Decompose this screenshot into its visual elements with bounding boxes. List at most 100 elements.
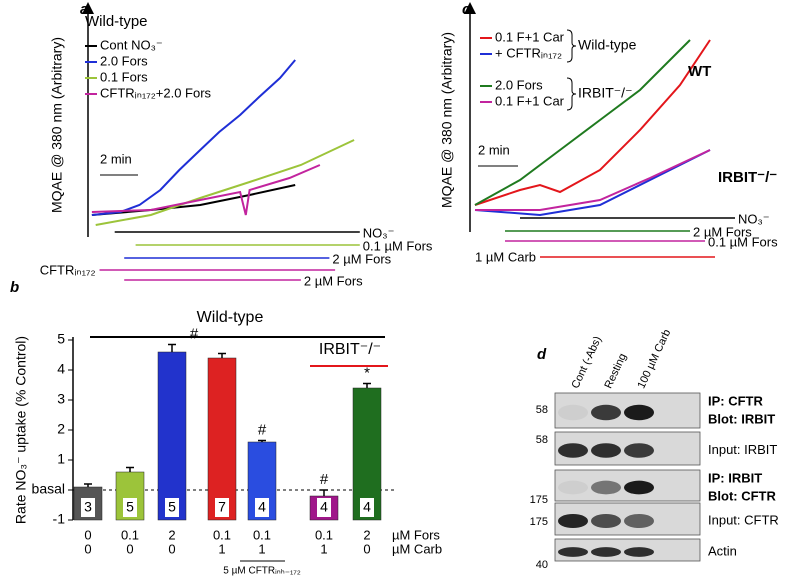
x-tick-label: 2 — [168, 527, 175, 542]
mw-marker: 175 — [530, 516, 548, 528]
row-label: µM Fors — [392, 527, 440, 542]
treatment-label: 0.1 µM Fors — [708, 234, 778, 249]
trace — [95, 139, 355, 226]
panel-letter: d — [537, 346, 547, 363]
n-box — [165, 498, 179, 517]
panel-letter: b — [10, 279, 19, 296]
blot-band — [558, 547, 588, 557]
blot-band — [558, 480, 588, 495]
y-tick-label: -1 — [53, 511, 66, 527]
scale-bar-label: 2 min — [478, 142, 510, 157]
column-label: Cont (-Abs) — [569, 334, 604, 390]
n-label: 7 — [218, 499, 226, 515]
x-tick-label: 1 — [320, 541, 327, 556]
blot-band — [591, 513, 621, 529]
blot-row-label: Input: CFTR — [708, 512, 779, 527]
treatment-label: 1 µM Carb — [475, 249, 536, 264]
n-box — [317, 498, 331, 517]
n-label: 5 — [168, 499, 176, 515]
error-bar — [126, 466, 134, 472]
x-tick-label: 0 — [84, 541, 91, 556]
legend-label: CFTRᵢₙ₁₇₂+2.0 Fors — [100, 85, 212, 100]
trace — [474, 39, 691, 206]
legend-label: Cont NO₃⁻ — [100, 37, 163, 52]
treatment-label: CFTRᵢₙ₁₇₂ — [40, 262, 96, 277]
y-tick-label: 4 — [57, 361, 65, 377]
blot-row-label: Blot: IRBIT — [708, 411, 775, 426]
legend-bracket — [566, 77, 577, 111]
error-bar — [168, 343, 176, 352]
trace — [474, 149, 711, 217]
blot-band — [558, 443, 588, 458]
x-tick-label: 0 — [168, 541, 175, 556]
blot-row-label: IP: CFTR — [708, 393, 763, 408]
n-box — [255, 498, 269, 517]
bar — [207, 357, 237, 521]
x-tick-label: 0.1 — [315, 527, 333, 542]
y-axis-label: MQAE @ 380 nm (Arbitrary) — [49, 37, 65, 213]
x-tick-label: 0.1 — [253, 527, 271, 542]
n-label: 5 — [126, 499, 134, 515]
column-label: 100 µM Carb — [635, 328, 673, 391]
treatment-label: 0.1 µM Fors — [363, 238, 433, 253]
treatment-label: 2 µM Fors — [693, 224, 752, 239]
y-axis-label: MQAE @ 380 nm (Arbitrary) — [439, 32, 455, 208]
x-tick-label: 0.1 — [213, 527, 231, 542]
y-tick-label: 2 — [57, 421, 65, 437]
scale-bar-label: 2 min — [100, 151, 132, 166]
error-bar — [363, 382, 371, 388]
treatment-label: NO₃⁻ — [363, 225, 395, 240]
legend-label: 0.1 Fors — [100, 69, 148, 84]
legend-label: 0.1 F+1 Car — [495, 93, 565, 108]
n-label: 4 — [258, 499, 266, 515]
y-tick-label: 5 — [57, 331, 65, 347]
significance-mark: # — [320, 471, 329, 488]
blot-band — [591, 443, 621, 458]
trace — [91, 59, 296, 216]
legend-label: 2.0 Fors — [495, 77, 543, 92]
trace — [475, 149, 711, 211]
significance-mark: # — [258, 421, 267, 438]
y-tick-label: 3 — [57, 391, 65, 407]
treatment-label: 2 µM Fors — [304, 273, 363, 288]
treatment-label: NO₃⁻ — [738, 211, 770, 226]
x-tick-label: 1 — [258, 541, 265, 556]
blot-band — [558, 513, 588, 529]
treatment-label: 2 µM Fors — [332, 251, 391, 266]
mw-marker: 40 — [536, 559, 548, 571]
n-label: 4 — [363, 499, 371, 515]
blot-row-label: IP: IRBIT — [708, 470, 762, 485]
blot-band — [591, 547, 621, 557]
n-label: 4 — [320, 499, 328, 515]
x-tick-label: 0.1 — [121, 527, 139, 542]
group-label: Wild-type — [197, 309, 264, 326]
trace — [474, 39, 711, 206]
blot-band — [558, 404, 588, 421]
column-label: Resting — [602, 352, 629, 391]
significance-mark: * — [364, 364, 370, 381]
x-tick-label: 0 — [84, 527, 91, 542]
mw-marker: 175 — [530, 494, 548, 506]
trace — [91, 164, 321, 216]
x-tick-label: 0 — [126, 541, 133, 556]
n-box — [215, 498, 229, 517]
x-tick-label: 0 — [363, 541, 370, 556]
n-box — [123, 498, 137, 517]
group-label: IRBIT⁻/⁻ — [319, 341, 381, 358]
y-tick-label: 1 — [57, 451, 65, 467]
blot-band — [624, 480, 654, 495]
error-bar — [218, 352, 226, 358]
bar — [157, 351, 187, 521]
blot-band — [591, 480, 621, 495]
trace-label: IRBIT⁻/⁻ — [718, 169, 777, 186]
legend-label: 2.0 Fors — [100, 53, 148, 68]
n-box — [81, 498, 95, 517]
y-axis-label: Rate NO₃⁻ uptake (% Control) — [13, 336, 29, 524]
legend-label: + CFTRᵢₙ₁₇₂ — [495, 45, 562, 60]
blot-band — [624, 547, 654, 557]
legend-group-label: Wild-type — [578, 37, 637, 53]
blot-band — [624, 443, 654, 458]
mw-marker: 58 — [536, 434, 548, 446]
legend-label: 0.1 F+1 Car — [495, 29, 565, 44]
n-box — [360, 498, 374, 517]
